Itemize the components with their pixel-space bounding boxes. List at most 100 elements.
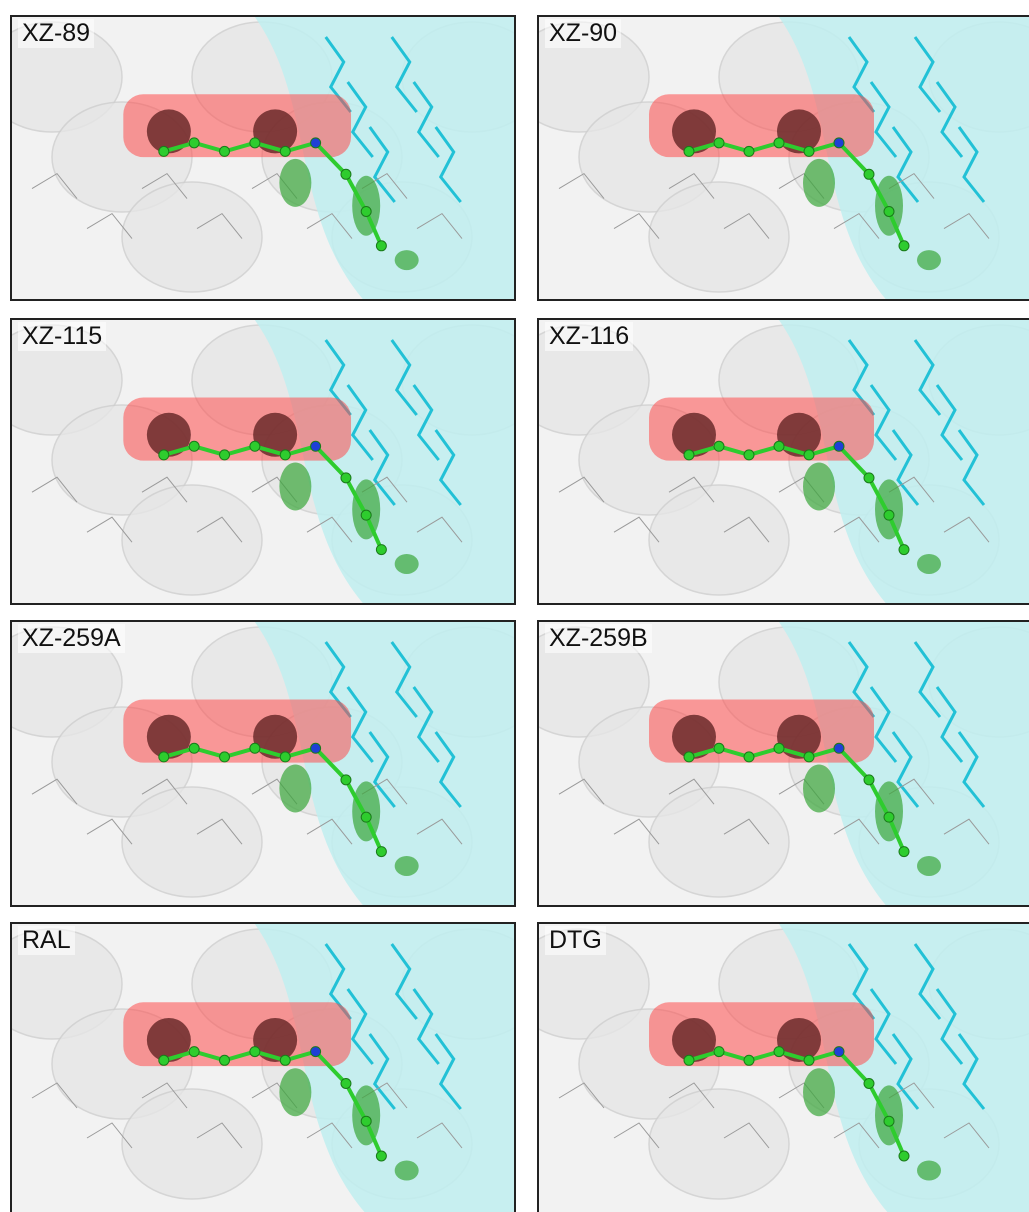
- ligand-atom: [376, 847, 386, 857]
- ligand-atom: [250, 138, 260, 148]
- panel-label: XZ-115: [18, 322, 106, 351]
- ligand-atom: [899, 847, 909, 857]
- ligand-atom: [341, 169, 351, 179]
- ligand-atom: [311, 138, 321, 148]
- density-green: [917, 1161, 941, 1181]
- density-green: [352, 1085, 380, 1145]
- render-panel: XZ-259B: [537, 620, 1029, 907]
- ligand-atom: [250, 441, 260, 451]
- ligand-atom: [884, 1116, 894, 1126]
- density-green: [803, 1068, 835, 1116]
- render-panel: XZ-90: [537, 15, 1029, 301]
- render-panel: DTG: [537, 922, 1029, 1212]
- ligand-atom: [744, 752, 754, 762]
- ligand-atom: [714, 1047, 724, 1057]
- density-green: [875, 479, 903, 539]
- ligand-atom: [714, 743, 724, 753]
- molecular-render: [539, 320, 1029, 605]
- render-panel: XZ-116: [537, 318, 1029, 605]
- ligand-atom: [804, 1055, 814, 1065]
- density-green: [395, 250, 419, 270]
- render-panel: XZ-115: [10, 318, 516, 605]
- ligand-atom: [899, 545, 909, 555]
- ligand-atom: [250, 1047, 260, 1057]
- ligand-atom: [280, 752, 290, 762]
- ligand-atom: [864, 473, 874, 483]
- ligand-atom: [220, 1055, 230, 1065]
- ligand-atom: [684, 146, 694, 156]
- density-green: [279, 1068, 311, 1116]
- surface: [649, 1089, 789, 1199]
- ligand-atom: [774, 138, 784, 148]
- ligand-atom: [280, 146, 290, 156]
- density-green: [352, 781, 380, 841]
- ligand-atom: [341, 473, 351, 483]
- density-green: [352, 479, 380, 539]
- ligand-atom: [159, 146, 169, 156]
- ligand-atom: [189, 743, 199, 753]
- ligand-atom: [744, 146, 754, 156]
- ligand-atom: [714, 138, 724, 148]
- ligand-atom: [774, 743, 784, 753]
- density-green: [917, 554, 941, 574]
- density-green: [279, 159, 311, 207]
- density-green: [803, 159, 835, 207]
- panel-label: RAL: [18, 926, 75, 955]
- panel-label: XZ-259A: [18, 624, 125, 653]
- ligand-atom: [220, 450, 230, 460]
- ligand-atom: [311, 441, 321, 451]
- surface: [122, 787, 262, 897]
- ligand-atom: [189, 441, 199, 451]
- panel-label: XZ-89: [18, 19, 94, 48]
- render-panel: XZ-259A: [10, 620, 516, 907]
- ligand-atom: [311, 1047, 321, 1057]
- ligand-atom: [899, 1151, 909, 1161]
- ligand-atom: [361, 206, 371, 216]
- ligand-atom: [250, 743, 260, 753]
- density-green: [917, 856, 941, 876]
- ligand-atom: [220, 146, 230, 156]
- surface: [122, 485, 262, 595]
- molecular-render: [539, 622, 1029, 907]
- ligand-atom: [159, 450, 169, 460]
- density-green: [395, 1161, 419, 1181]
- ligand-atom: [864, 1079, 874, 1089]
- molecular-render: [12, 924, 516, 1212]
- panel-label: XZ-116: [545, 322, 633, 351]
- figure: {"panels": [ {"label": "XZ-89"}, {"label…: [0, 0, 1029, 1209]
- ligand-atom: [311, 743, 321, 753]
- density-green: [803, 764, 835, 812]
- density-green: [875, 1085, 903, 1145]
- surface: [122, 1089, 262, 1199]
- render-panel: RAL: [10, 922, 516, 1212]
- molecular-render: [539, 17, 1029, 301]
- density-green: [395, 554, 419, 574]
- ligand-atom: [220, 752, 230, 762]
- ligand-atom: [864, 775, 874, 785]
- ligand-atom: [744, 1055, 754, 1065]
- ligand-atom: [884, 812, 894, 822]
- panel-label: XZ-259B: [545, 624, 652, 653]
- density-green: [279, 462, 311, 510]
- ligand-atom: [834, 743, 844, 753]
- ligand-atom: [376, 1151, 386, 1161]
- ligand-atom: [280, 450, 290, 460]
- density-green: [352, 176, 380, 236]
- ligand-atom: [884, 510, 894, 520]
- ligand-atom: [280, 1055, 290, 1065]
- ligand-atom: [884, 206, 894, 216]
- ligand-atom: [361, 1116, 371, 1126]
- ligand-atom: [189, 1047, 199, 1057]
- panel-label: XZ-90: [545, 19, 621, 48]
- ligand-atom: [341, 775, 351, 785]
- density-green: [395, 856, 419, 876]
- ligand-atom: [804, 752, 814, 762]
- ligand-atom: [189, 138, 199, 148]
- ligand-atom: [864, 169, 874, 179]
- ligand-atom: [361, 510, 371, 520]
- render-panel: XZ-89: [10, 15, 516, 301]
- ligand-atom: [804, 146, 814, 156]
- density-green: [875, 176, 903, 236]
- density-green: [803, 462, 835, 510]
- ligand-atom: [834, 441, 844, 451]
